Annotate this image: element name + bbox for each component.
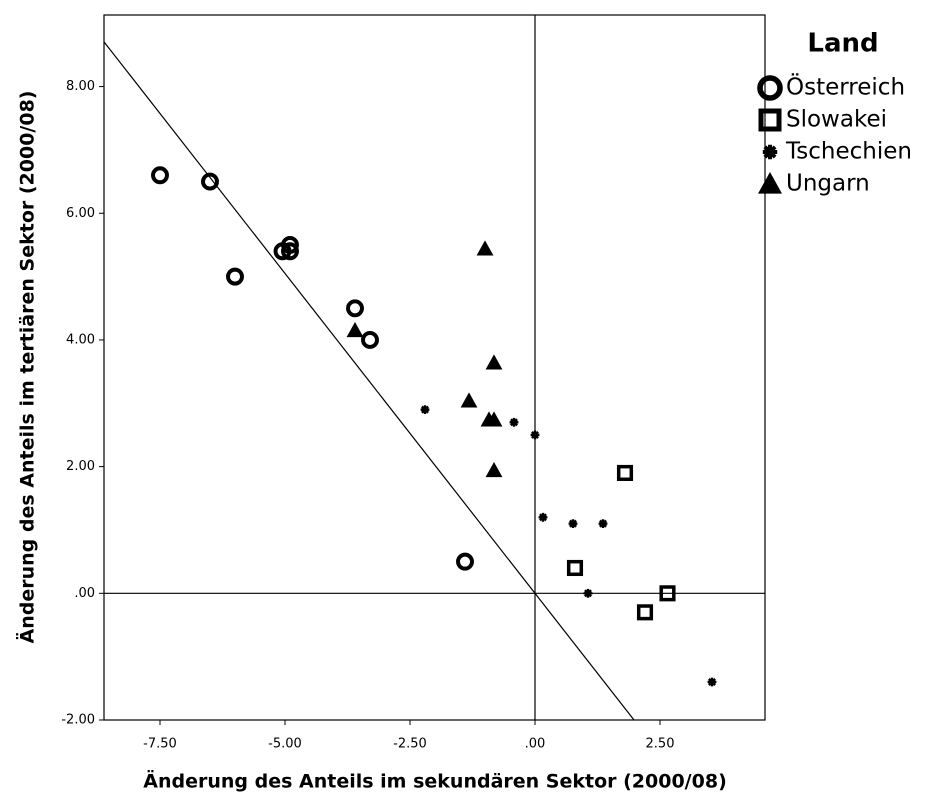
point bbox=[598, 519, 608, 529]
point bbox=[485, 462, 503, 478]
legend-title: Land bbox=[807, 29, 878, 59]
point bbox=[636, 604, 654, 621]
legend-marker bbox=[762, 144, 778, 160]
point bbox=[460, 392, 478, 408]
legend-label: Ungarn bbox=[786, 171, 870, 197]
point bbox=[281, 235, 299, 254]
point bbox=[226, 267, 244, 286]
legend-label: Tschechien bbox=[785, 139, 912, 165]
point bbox=[509, 417, 519, 427]
y-tick-label: 4.00 bbox=[66, 332, 95, 347]
point bbox=[616, 464, 634, 482]
point bbox=[530, 430, 540, 440]
point bbox=[583, 588, 593, 598]
point bbox=[538, 512, 548, 522]
point bbox=[420, 405, 430, 415]
legend-label: Slowakei bbox=[786, 107, 887, 133]
point bbox=[346, 299, 364, 318]
legend-marker bbox=[758, 172, 782, 194]
y-tick-label: -2.00 bbox=[61, 713, 95, 728]
point bbox=[707, 677, 717, 687]
x-tick-label: -5.00 bbox=[268, 737, 302, 752]
y-tick-label: 2.00 bbox=[66, 459, 95, 474]
point bbox=[361, 330, 379, 349]
x-axis-title: Änderung des Anteils im sekundären Sekto… bbox=[143, 769, 727, 793]
x-tick-label: -2.50 bbox=[393, 737, 427, 752]
legend-marker bbox=[757, 75, 783, 101]
point bbox=[281, 242, 299, 261]
fit-line bbox=[103, 41, 635, 721]
point bbox=[456, 552, 474, 571]
plot-frame bbox=[103, 14, 766, 721]
x-tick-label: .00 bbox=[525, 737, 546, 752]
point bbox=[659, 585, 676, 602]
point bbox=[568, 519, 578, 529]
y-axis-title: Änderung des Anteils im tertiären Sektor… bbox=[15, 91, 39, 644]
y-tick-label: 8.00 bbox=[66, 79, 95, 94]
x-tick-label: 2.50 bbox=[646, 737, 675, 752]
legend-label: Österreich bbox=[786, 73, 905, 101]
y-tick-label: .00 bbox=[74, 586, 95, 601]
point bbox=[346, 322, 364, 338]
y-tick-label: 6.00 bbox=[66, 206, 95, 221]
point bbox=[201, 172, 219, 191]
point bbox=[151, 166, 169, 185]
point bbox=[485, 354, 503, 370]
point bbox=[476, 240, 494, 256]
legend-marker bbox=[758, 108, 782, 132]
x-tick-label: -7.50 bbox=[143, 737, 177, 752]
point bbox=[566, 559, 584, 577]
point bbox=[485, 411, 503, 427]
